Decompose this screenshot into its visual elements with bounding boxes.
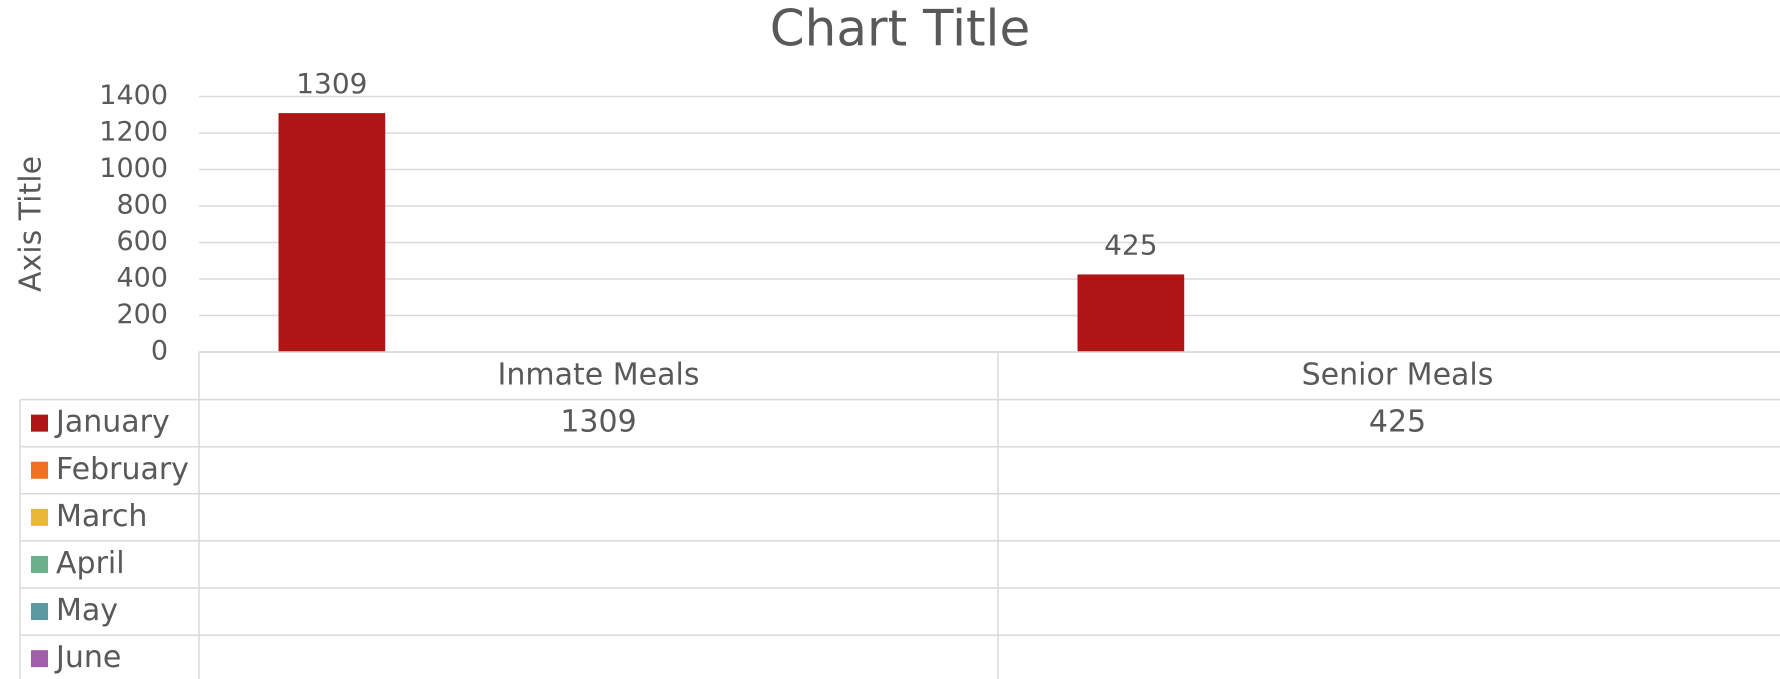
legend-key (31, 650, 48, 668)
y-tick-label: 600 (116, 226, 168, 257)
category-label: Senior Meals (1302, 357, 1494, 392)
y-tick-label: 0 (151, 336, 168, 367)
table-value: 1309 (560, 405, 636, 440)
legend-key (31, 461, 48, 479)
y-axis-title: Axis Title (14, 156, 49, 292)
legend-key (31, 555, 48, 573)
legend-label: May (56, 593, 118, 628)
chart-title: Chart Title (770, 0, 1030, 58)
category-label: Inmate Meals (498, 357, 700, 392)
y-tick-label: 800 (116, 190, 168, 221)
y-tick-label: 1400 (99, 80, 168, 111)
table-value: 425 (1369, 405, 1426, 440)
y-tick-label: 400 (116, 263, 168, 294)
bar (278, 113, 386, 352)
legend-key (31, 508, 48, 526)
y-tick-label: 200 (116, 299, 168, 330)
legend-label: February (56, 452, 189, 487)
legend-label: June (54, 640, 121, 675)
legend-label: January (54, 405, 170, 440)
legend-label: March (56, 499, 147, 534)
legend-key (31, 414, 48, 432)
legend-key (31, 603, 48, 621)
data-label: 425 (1104, 228, 1157, 261)
y-tick-label: 1000 (99, 153, 168, 184)
y-tick-label: 1200 (99, 117, 168, 148)
legend-label: April (56, 546, 125, 581)
bar (1077, 274, 1185, 352)
data-label: 1309 (296, 67, 367, 100)
